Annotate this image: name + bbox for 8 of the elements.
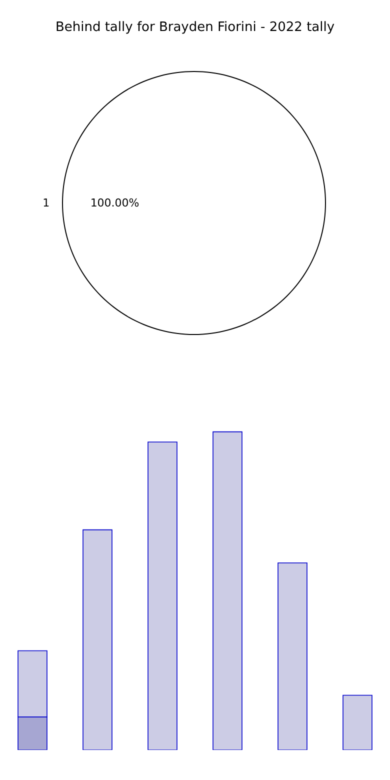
bar [148,442,178,750]
bar [342,694,372,750]
slice-label: 1 [42,196,50,210]
bar [278,562,308,750]
chart-title: Behind tally for Brayden Fiorini - 2022 tally [54,19,336,37]
data-label: 100.00% [90,196,140,210]
bar [82,529,112,750]
bar [212,431,242,750]
